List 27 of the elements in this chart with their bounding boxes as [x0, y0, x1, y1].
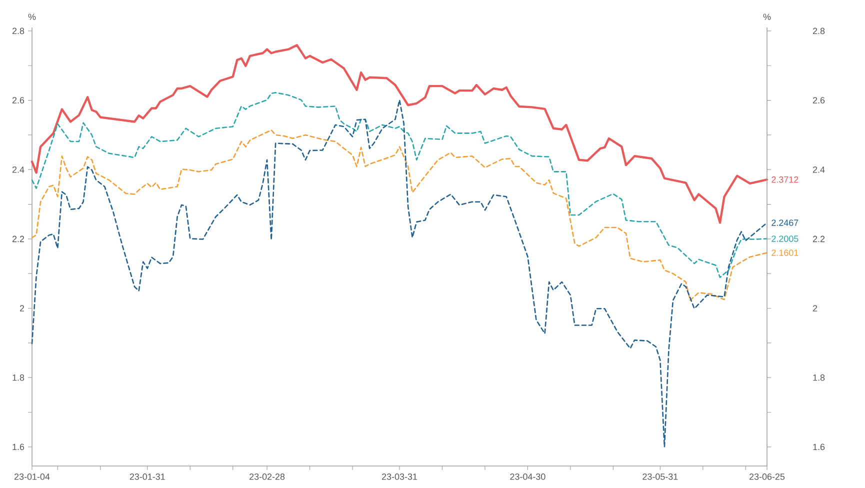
- y-tick-label: 1.8: [12, 374, 24, 381]
- x-tick-label: 23-06-25: [750, 474, 785, 480]
- y-tick-label: 1.6: [12, 444, 24, 450]
- y2-tick-label: 2: [812, 305, 818, 312]
- y2-tick-label: 2.8: [812, 28, 825, 34]
- y2-tick-label: 2.6: [812, 97, 825, 104]
- x-tick-label: 23-01-04: [14, 474, 50, 480]
- data-label: 2.2467: [772, 220, 798, 226]
- x-tick-label: 23-03-31: [382, 474, 418, 480]
- y2-tick-label: 2.2: [812, 236, 825, 242]
- x-tick-label: 23-04-30: [510, 474, 546, 480]
- y-axis-title: %: [28, 14, 36, 20]
- data-label: 2.3712: [772, 176, 798, 183]
- y-tick-label: 2.4: [12, 166, 24, 173]
- y-tick-label: 2: [20, 305, 24, 312]
- y-tick-label: 2.8: [12, 28, 24, 34]
- data-label: 2.1601: [772, 250, 798, 256]
- y-tick-label: 2.6: [12, 97, 24, 104]
- x-tick-label: 23-02-28: [250, 474, 285, 480]
- x-tick-label: 23-01-31: [130, 474, 165, 480]
- y2-tick-label: 1.6: [813, 444, 825, 450]
- y2-tick-label: 2.4: [812, 166, 825, 173]
- y2-axis-title: %: [763, 14, 771, 20]
- x-tick-label: 23-05-31: [642, 474, 678, 480]
- y2-tick-label: 1.8: [813, 374, 825, 381]
- y-tick-label: 2.2: [12, 236, 24, 242]
- data-label: 2.2005: [772, 236, 798, 242]
